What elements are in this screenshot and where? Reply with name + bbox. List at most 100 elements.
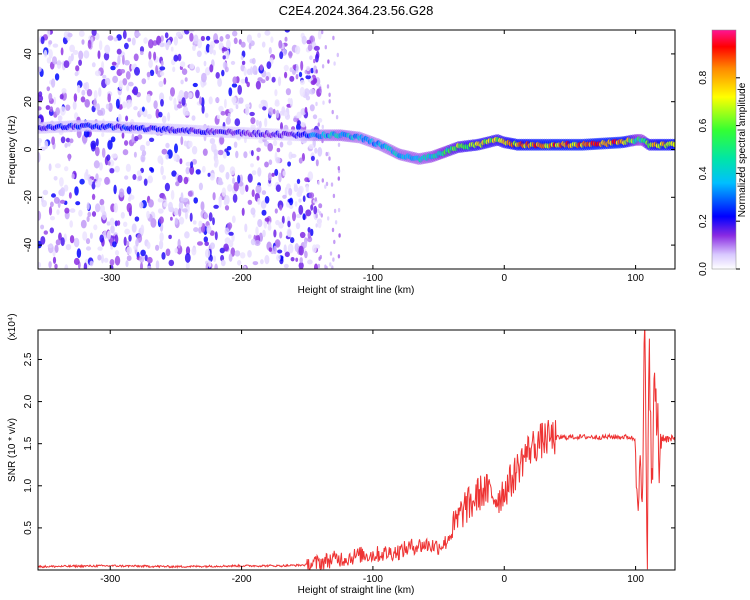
spectrogram-noise-cell (135, 238, 139, 247)
spectrogram-noise-cell (255, 226, 259, 236)
spectrogram-noise-cell (203, 236, 208, 243)
spectrogram-noise-cell (284, 186, 288, 197)
spectrogram-noise-cell (264, 254, 270, 265)
spectrogram-noise-cell (179, 158, 183, 165)
spectrogram-noise-cell (235, 150, 239, 159)
spectrogram-noise-cell (337, 166, 340, 171)
spectrogram-noise-cell (127, 196, 132, 202)
spectrogram-noise-cell (177, 238, 181, 249)
spectrogram-noise-cell (209, 138, 216, 145)
spectrogram-noise-cell (95, 173, 99, 181)
spectrogram-noise-cell (77, 84, 81, 94)
spectrogram-noise-cell (318, 256, 321, 261)
spectrogram-noise-cell (338, 233, 341, 238)
spectrogram-noise-cell (122, 149, 129, 156)
spectrogram-noise-cell (64, 264, 69, 269)
spectrogram-noise-cell (65, 137, 71, 143)
spectrogram-noise-cell (193, 197, 198, 204)
spectrogram-noise-cell (282, 170, 286, 177)
spectrogram-noise-cell (324, 45, 327, 50)
spectrogram-noise-cell (214, 157, 219, 167)
spectrogram-noise-cell (305, 95, 311, 101)
x-tick-label: 100 (627, 574, 644, 585)
spectrogram-noise-cell (292, 69, 296, 75)
spectrogram-noise-cell (55, 107, 60, 116)
spectrogram-noise-cell (298, 262, 304, 269)
spectrogram-noise-cell (284, 111, 288, 117)
spectrogram-noise-cell (309, 55, 313, 60)
spectrogram-noise-cell (97, 50, 101, 60)
spectrogram-noise-cell (208, 44, 214, 55)
spectrogram-noise-cell (248, 42, 252, 50)
spectrogram-noise-cell (337, 176, 340, 181)
spectrogram-noise-cell (288, 188, 293, 196)
spectrogram-noise-cell (274, 168, 279, 177)
spectrogram-noise-cell (297, 187, 303, 196)
spectrogram-noise-cell (244, 76, 248, 84)
spectrogram-noise-cell (133, 151, 137, 158)
spectrogram-noise-cell (42, 189, 49, 196)
spectrogram-noise-cell (158, 111, 163, 118)
spectrogram-noise-cell (282, 194, 287, 199)
spectrogram-noise-cell (296, 178, 301, 184)
spectrogram-noise-cell (312, 244, 317, 253)
spectrogram-noise-cell (130, 64, 136, 71)
spectrogram-noise-cell (312, 114, 318, 120)
spectrogram-noise-cell (83, 262, 88, 269)
spectrogram-noise-cell (85, 238, 91, 245)
spectrogram-noise-cell (93, 160, 100, 169)
spectrogram-noise-cell (332, 257, 335, 262)
spectrogram-noise-cell (256, 155, 260, 161)
spectrogram-noise-cell (107, 140, 113, 150)
spectrogram-noise-cell (140, 154, 146, 163)
spectrogram-noise-cell (48, 206, 53, 216)
spectrogram-noise-cell (243, 265, 247, 269)
spectrogram-noise-cell (288, 204, 294, 210)
spectrogram-noise-cell (159, 232, 164, 242)
spectrogram-noise-cell (289, 67, 293, 73)
spectrogram-noise-cell (67, 32, 73, 38)
spectrogram-noise-cell (146, 71, 151, 78)
spectrogram-noise-cell (262, 229, 266, 238)
spectrogram-noise-cell (310, 80, 316, 86)
spectrogram-noise-cell (126, 255, 132, 262)
spectrogram-noise-cell (122, 30, 127, 40)
spectrogram-noise-cell (337, 142, 341, 147)
spectrogram-noise-cell (317, 122, 320, 127)
spectrogram-noise-cell (133, 106, 138, 111)
spectrogram-noise-cell (87, 211, 92, 217)
spectrogram-noise-cell (324, 184, 327, 189)
spectrogram-noise-cell (241, 207, 245, 216)
spectrogram-noise-cell (159, 42, 165, 48)
spectrogram-noise-cell (80, 96, 86, 103)
spectrogram-noise-cell (314, 147, 318, 154)
spectrogram-noise-cell (107, 35, 114, 41)
spectrogram-noise-cell (157, 155, 163, 164)
spectrogram-noise-cell (54, 244, 59, 253)
y-tick-label: 1.5 (23, 436, 34, 450)
spectrogram-noise-cell (223, 200, 228, 206)
spectrogram-noise-cell (306, 39, 312, 45)
spectrogram-noise-cell (213, 204, 219, 209)
spectrogram-noise-cell (275, 184, 281, 192)
spectrogram-noise-cell (63, 166, 69, 172)
spectrogram-noise-cell (324, 264, 327, 269)
spectrogram-noise-cell (301, 35, 307, 45)
spectrogram-noise-cell (104, 44, 111, 54)
spectrogram-noise-cell (134, 135, 139, 142)
spectrogram-noise-cell (164, 32, 169, 39)
spectrogram-noise-cell (140, 249, 146, 257)
spectrogram-noise-cell (180, 61, 186, 68)
spectrogram-noise-cell (52, 43, 59, 48)
spectrogram-noise-cell (240, 78, 246, 84)
spectrogram-noise-cell (93, 90, 98, 100)
spectrogram-noise-cell (184, 77, 188, 82)
spectrogram-noise-cell (103, 52, 110, 61)
spectrogram-noise-cell (317, 208, 320, 213)
spectrogram-noise-cell (189, 212, 193, 222)
spectrogram-noise-cell (156, 35, 162, 46)
spectrogram-noise-cell (217, 77, 223, 87)
spectrogram-noise-cell (146, 93, 152, 103)
spectrogram-noise-cell (131, 133, 135, 143)
spectrogram-noise-cell (191, 247, 197, 256)
